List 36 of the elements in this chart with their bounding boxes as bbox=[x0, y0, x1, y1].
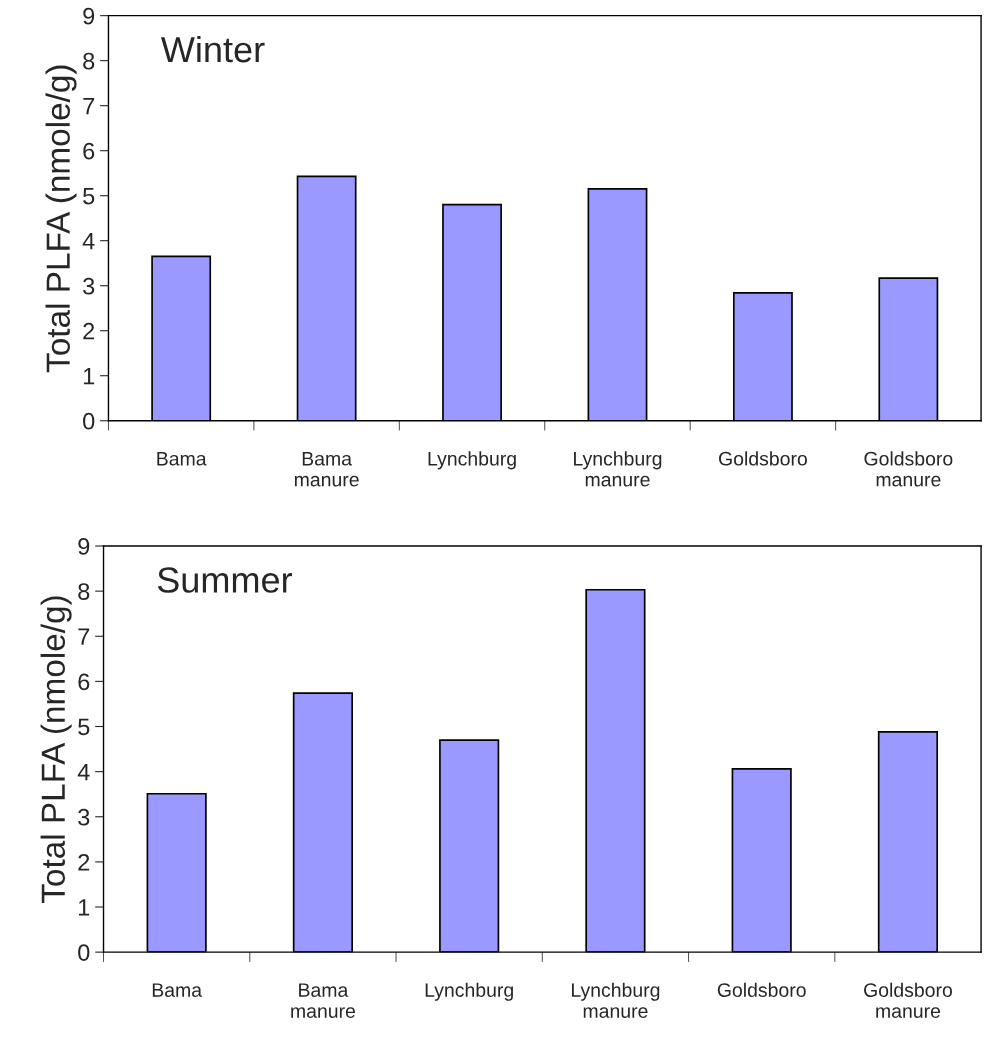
y-tick-label: 3 bbox=[83, 277, 95, 295]
y-tick-label: 7 bbox=[83, 97, 95, 115]
y-tick-label: 4 bbox=[82, 233, 95, 250]
x-tick-label: Goldsboro manure bbox=[864, 982, 952, 1018]
y-tick-label: 3 bbox=[78, 808, 90, 826]
annotation: Summer bbox=[157, 567, 293, 593]
x-tick-label: Bama manure bbox=[294, 452, 359, 487]
x-tick-label: Goldsboro manure bbox=[864, 451, 953, 487]
y-tick-label: 5 bbox=[83, 188, 95, 205]
y-tick-label: 5 bbox=[78, 718, 90, 736]
y-tick-label: 6 bbox=[83, 142, 95, 160]
y-tick-label: 2 bbox=[83, 322, 95, 340]
y-tick-label: 7 bbox=[78, 628, 90, 645]
y-tick-label: 9 bbox=[83, 7, 95, 25]
y-tick-label: 2 bbox=[78, 853, 90, 871]
y-tick-label: 0 bbox=[78, 944, 90, 961]
x-tick-label: Lynchburg bbox=[428, 451, 516, 470]
y-tick-label: 1 bbox=[79, 899, 90, 916]
y-tick-label: 8 bbox=[78, 583, 90, 600]
x-tick-label: Goldsboro bbox=[717, 982, 806, 997]
x-tick-label: Lynchburg bbox=[425, 982, 513, 1001]
y-tick-label: 9 bbox=[78, 538, 90, 555]
x-tick-label: Goldsboro bbox=[719, 451, 807, 466]
y-axis-title: Total PLFA (nmole/g) bbox=[45, 65, 77, 373]
y-tick-label: 8 bbox=[83, 52, 95, 70]
x-tick-label: Bama manure bbox=[291, 983, 356, 1018]
y-axis-title: Total PLFA (nmole/g) bbox=[40, 596, 72, 904]
y-tick-label: 6 bbox=[78, 673, 90, 691]
x-tick-label: Bama bbox=[152, 983, 203, 997]
y-tick-label: 4 bbox=[77, 763, 90, 781]
x-tick-label: Lynchburg manure bbox=[574, 451, 662, 487]
y-tick-label: 1 bbox=[83, 368, 95, 385]
y-tick-label: 0 bbox=[83, 412, 95, 430]
annotation: Winter bbox=[160, 35, 265, 63]
x-tick-label: Bama bbox=[157, 452, 207, 466]
x-tick-label: Lynchburg manure bbox=[571, 982, 660, 1018]
